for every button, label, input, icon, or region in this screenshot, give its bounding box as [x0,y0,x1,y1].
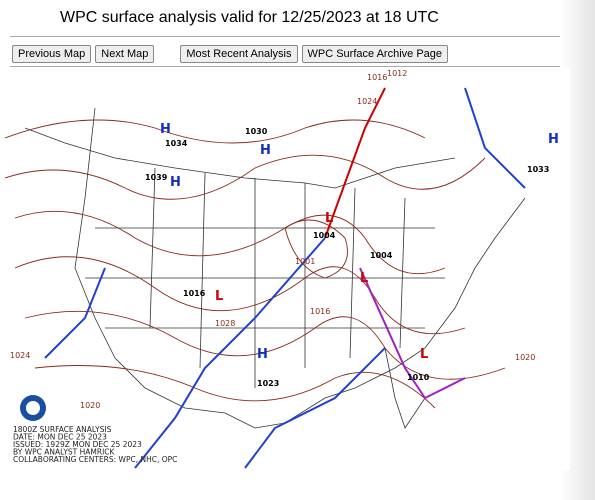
pressure-center: L [215,289,223,304]
next-button[interactable]: Next Map [95,45,155,63]
isobar-label: 1012 [387,69,407,78]
pressure-center: H [257,347,268,362]
previous-button[interactable]: Previous Map [12,45,92,63]
button-bar: Previous Map Next Map Most Recent Analys… [12,45,449,63]
center-pressure: 1004 [313,231,336,240]
center-pressure: 1033 [527,165,549,174]
caption-line: COLLABORATING CENTERS: WPC, NHC, OPC [13,455,177,464]
fronts [44,87,526,469]
map-background [5,68,570,470]
pressure-center: L [325,211,333,226]
center-pressure: 1023 [257,379,279,388]
center-pressure: 1004 [370,251,393,260]
pressure-center: H [260,143,271,158]
isobar-label: 1028 [215,319,235,328]
isobar-label: 1016 [367,73,387,82]
center-pressure: 1010 [407,373,430,382]
caption-line: 1800Z SURFACE ANALYSIS [13,425,112,434]
archive-button[interactable]: WPC Surface Archive Page [301,45,449,63]
isobar-label: 1024 [10,351,30,360]
page-title: WPC surface analysis valid for 12/25/202… [60,9,439,26]
center-pressure: 1039 [145,173,168,182]
divider [10,36,560,37]
recent-button[interactable]: Most Recent Analysis [180,45,298,63]
weather-map: H1034H1039H1030L1004L1016H1023L1004L1010… [5,68,570,470]
isobar-lines [5,119,506,409]
isobar-label: 1016 [310,307,330,316]
noaa-logo [20,395,46,421]
pressure-center: H [170,175,181,190]
center-pressure: 1030 [245,127,268,136]
isobar-label: 1001 [295,257,315,266]
caption-line: ISSUED: 1929Z MON DEC 25 2023 [13,440,142,449]
pressure-center: H [548,132,559,147]
borders [24,107,526,429]
caption-line: DATE: MON DEC 25 2023 [13,433,107,442]
isobar-label: 1020 [515,353,535,362]
center-pressure: 1034 [165,139,188,148]
pressure-center: L [420,347,428,362]
divider [10,66,560,67]
map-labels: H1034H1039H1030L1004L1016H1023L1004L1010… [10,69,559,464]
caption-line: BY WPC ANALYST HAMRICK [13,448,116,457]
isobar-label: 1020 [80,401,100,410]
isobar-label: 1024 [357,97,377,106]
center-pressure: 1016 [183,289,206,298]
pressure-center: H [160,122,171,137]
pressure-center: L [360,271,368,286]
